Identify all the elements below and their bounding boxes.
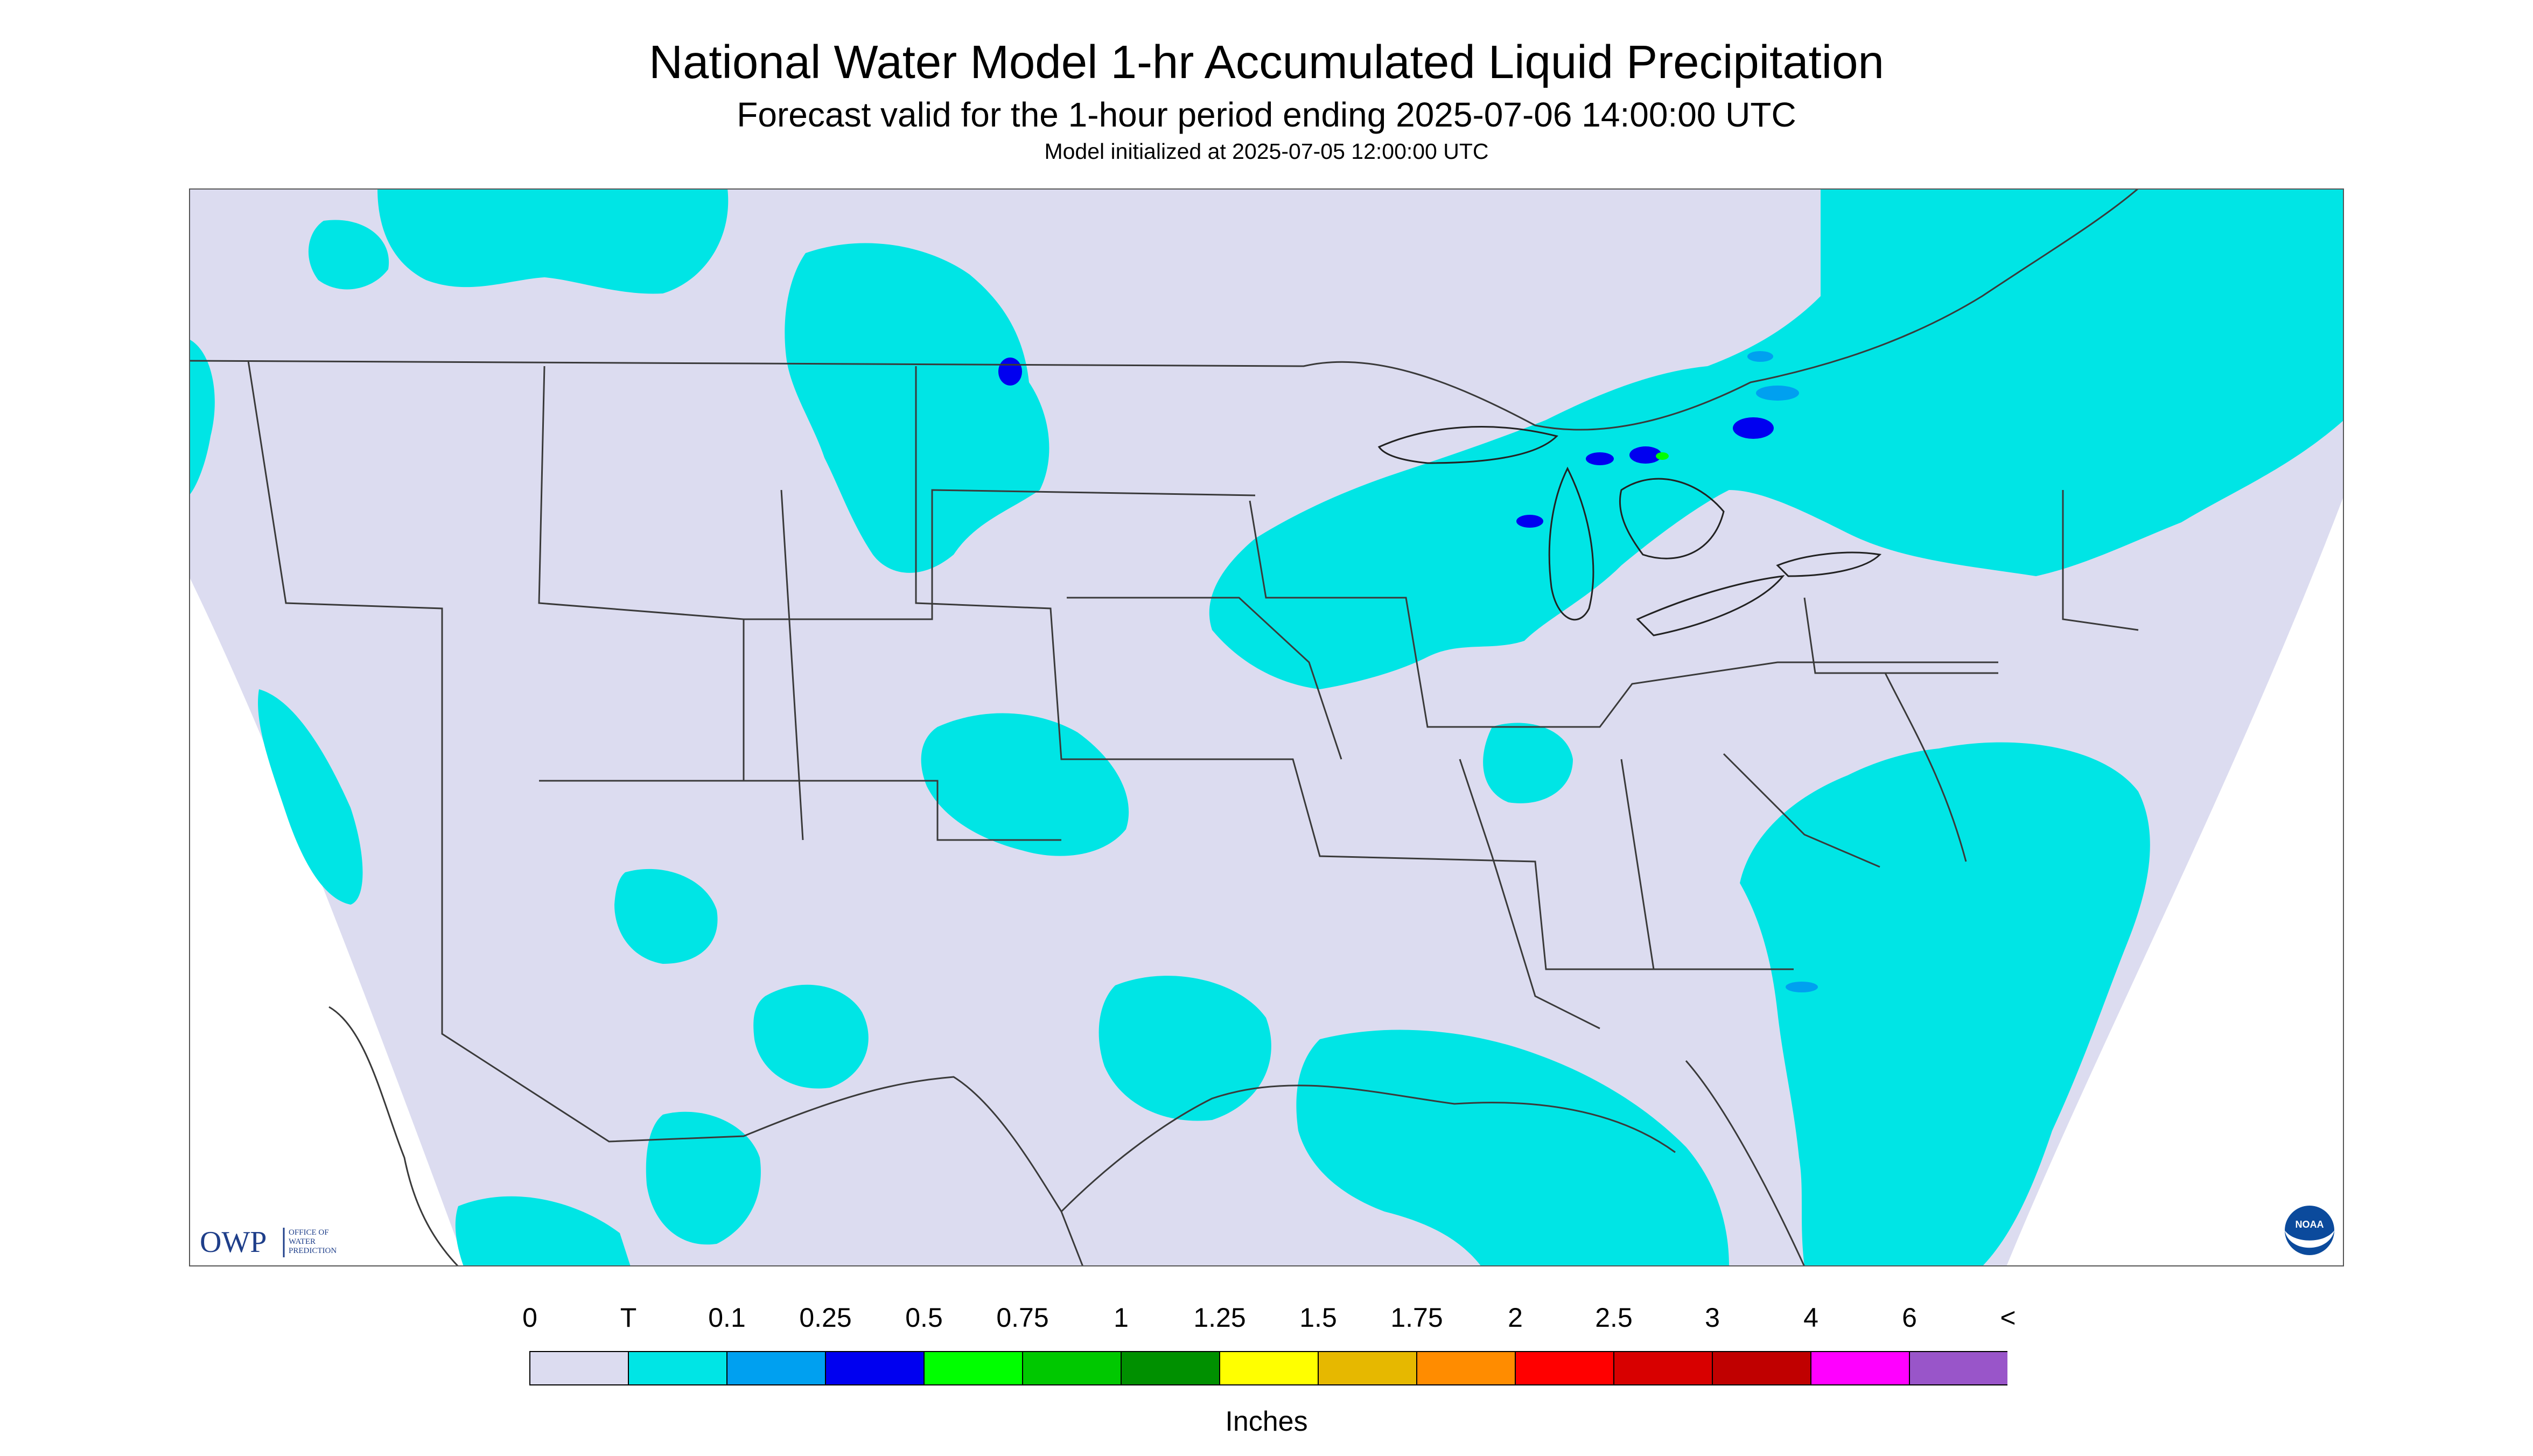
legend-color-swatch: [1613, 1351, 1713, 1385]
map-subtitle: Forecast valid for the 1-hour period end…: [737, 95, 1796, 134]
legend-color-swatch: [1416, 1351, 1516, 1385]
legend-color-swatch: [1022, 1351, 1122, 1385]
owp-logo: OWP OFFICE OF WATER PREDICTION: [200, 1226, 337, 1259]
legend-tick-label: 2.5: [1595, 1303, 1633, 1333]
legend-color-swatch: [923, 1351, 1023, 1385]
legend-tick-label: 1.25: [1193, 1303, 1246, 1333]
legend-tick-label: 1.75: [1390, 1303, 1443, 1333]
great-lakes-outlines: [1377, 426, 1882, 636]
state-and-national-borders: [189, 188, 2139, 1266]
noaa-logo: NOAA: [2285, 1206, 2334, 1255]
legend-color-swatch: [1318, 1351, 1417, 1385]
map-frame: [189, 188, 2344, 1266]
legend-color-swatch: [1712, 1351, 1811, 1385]
owp-logo-text-1: OFFICE OF: [289, 1228, 329, 1237]
precip-trace-areas: [189, 188, 2344, 1266]
map-title: National Water Model 1-hr Accumulated Li…: [649, 36, 1884, 88]
legend-color-swatch: [628, 1351, 727, 1385]
legend-color-swatch: [1810, 1351, 1910, 1385]
owp-logo-text-2: WATER: [289, 1237, 316, 1246]
legend-units: Inches: [1225, 1406, 1308, 1437]
legend-color-swatch: [726, 1351, 826, 1385]
legend-tick-label: 1.5: [1299, 1303, 1337, 1333]
owp-logo-text-3: PREDICTION: [289, 1247, 337, 1255]
legend-tick-label: 0.5: [905, 1303, 943, 1333]
legend-tick-label: 0.1: [708, 1303, 746, 1333]
legend-tick-label: 0.25: [799, 1303, 852, 1333]
legend-tick-label: 4: [1803, 1303, 1818, 1333]
legend-color-swatch: [529, 1351, 629, 1385]
owp-logo-letters: OWP: [200, 1226, 267, 1259]
legend-color-swatch: [1909, 1351, 2007, 1385]
legend-tick-label: 6: [1902, 1303, 1917, 1333]
legend-color-swatch: [1515, 1351, 1614, 1385]
model-init-line: Model initialized at 2025-07-05 12:00:00…: [1044, 139, 1489, 164]
legend-tick-label: 2: [1508, 1303, 1523, 1333]
legend-tick-label: T: [620, 1303, 637, 1333]
legend-tick-label: <: [2000, 1303, 2016, 1333]
noaa-logo-text: NOAA: [2296, 1219, 2324, 1230]
legend-color-swatch: [1219, 1351, 1319, 1385]
legend-tick-label: 1: [1114, 1303, 1129, 1333]
legend-tick-label: 3: [1705, 1303, 1720, 1333]
legend-tick-label: 0.75: [996, 1303, 1049, 1333]
legend-colorbar: [529, 1351, 2007, 1385]
legend-tick-label: 0: [522, 1303, 537, 1333]
legend-color-swatch: [1121, 1351, 1220, 1385]
legend-color-swatch: [825, 1351, 925, 1385]
precipitation-map: OWP OFFICE OF WATER PREDICTION NOAA: [189, 188, 2344, 1266]
